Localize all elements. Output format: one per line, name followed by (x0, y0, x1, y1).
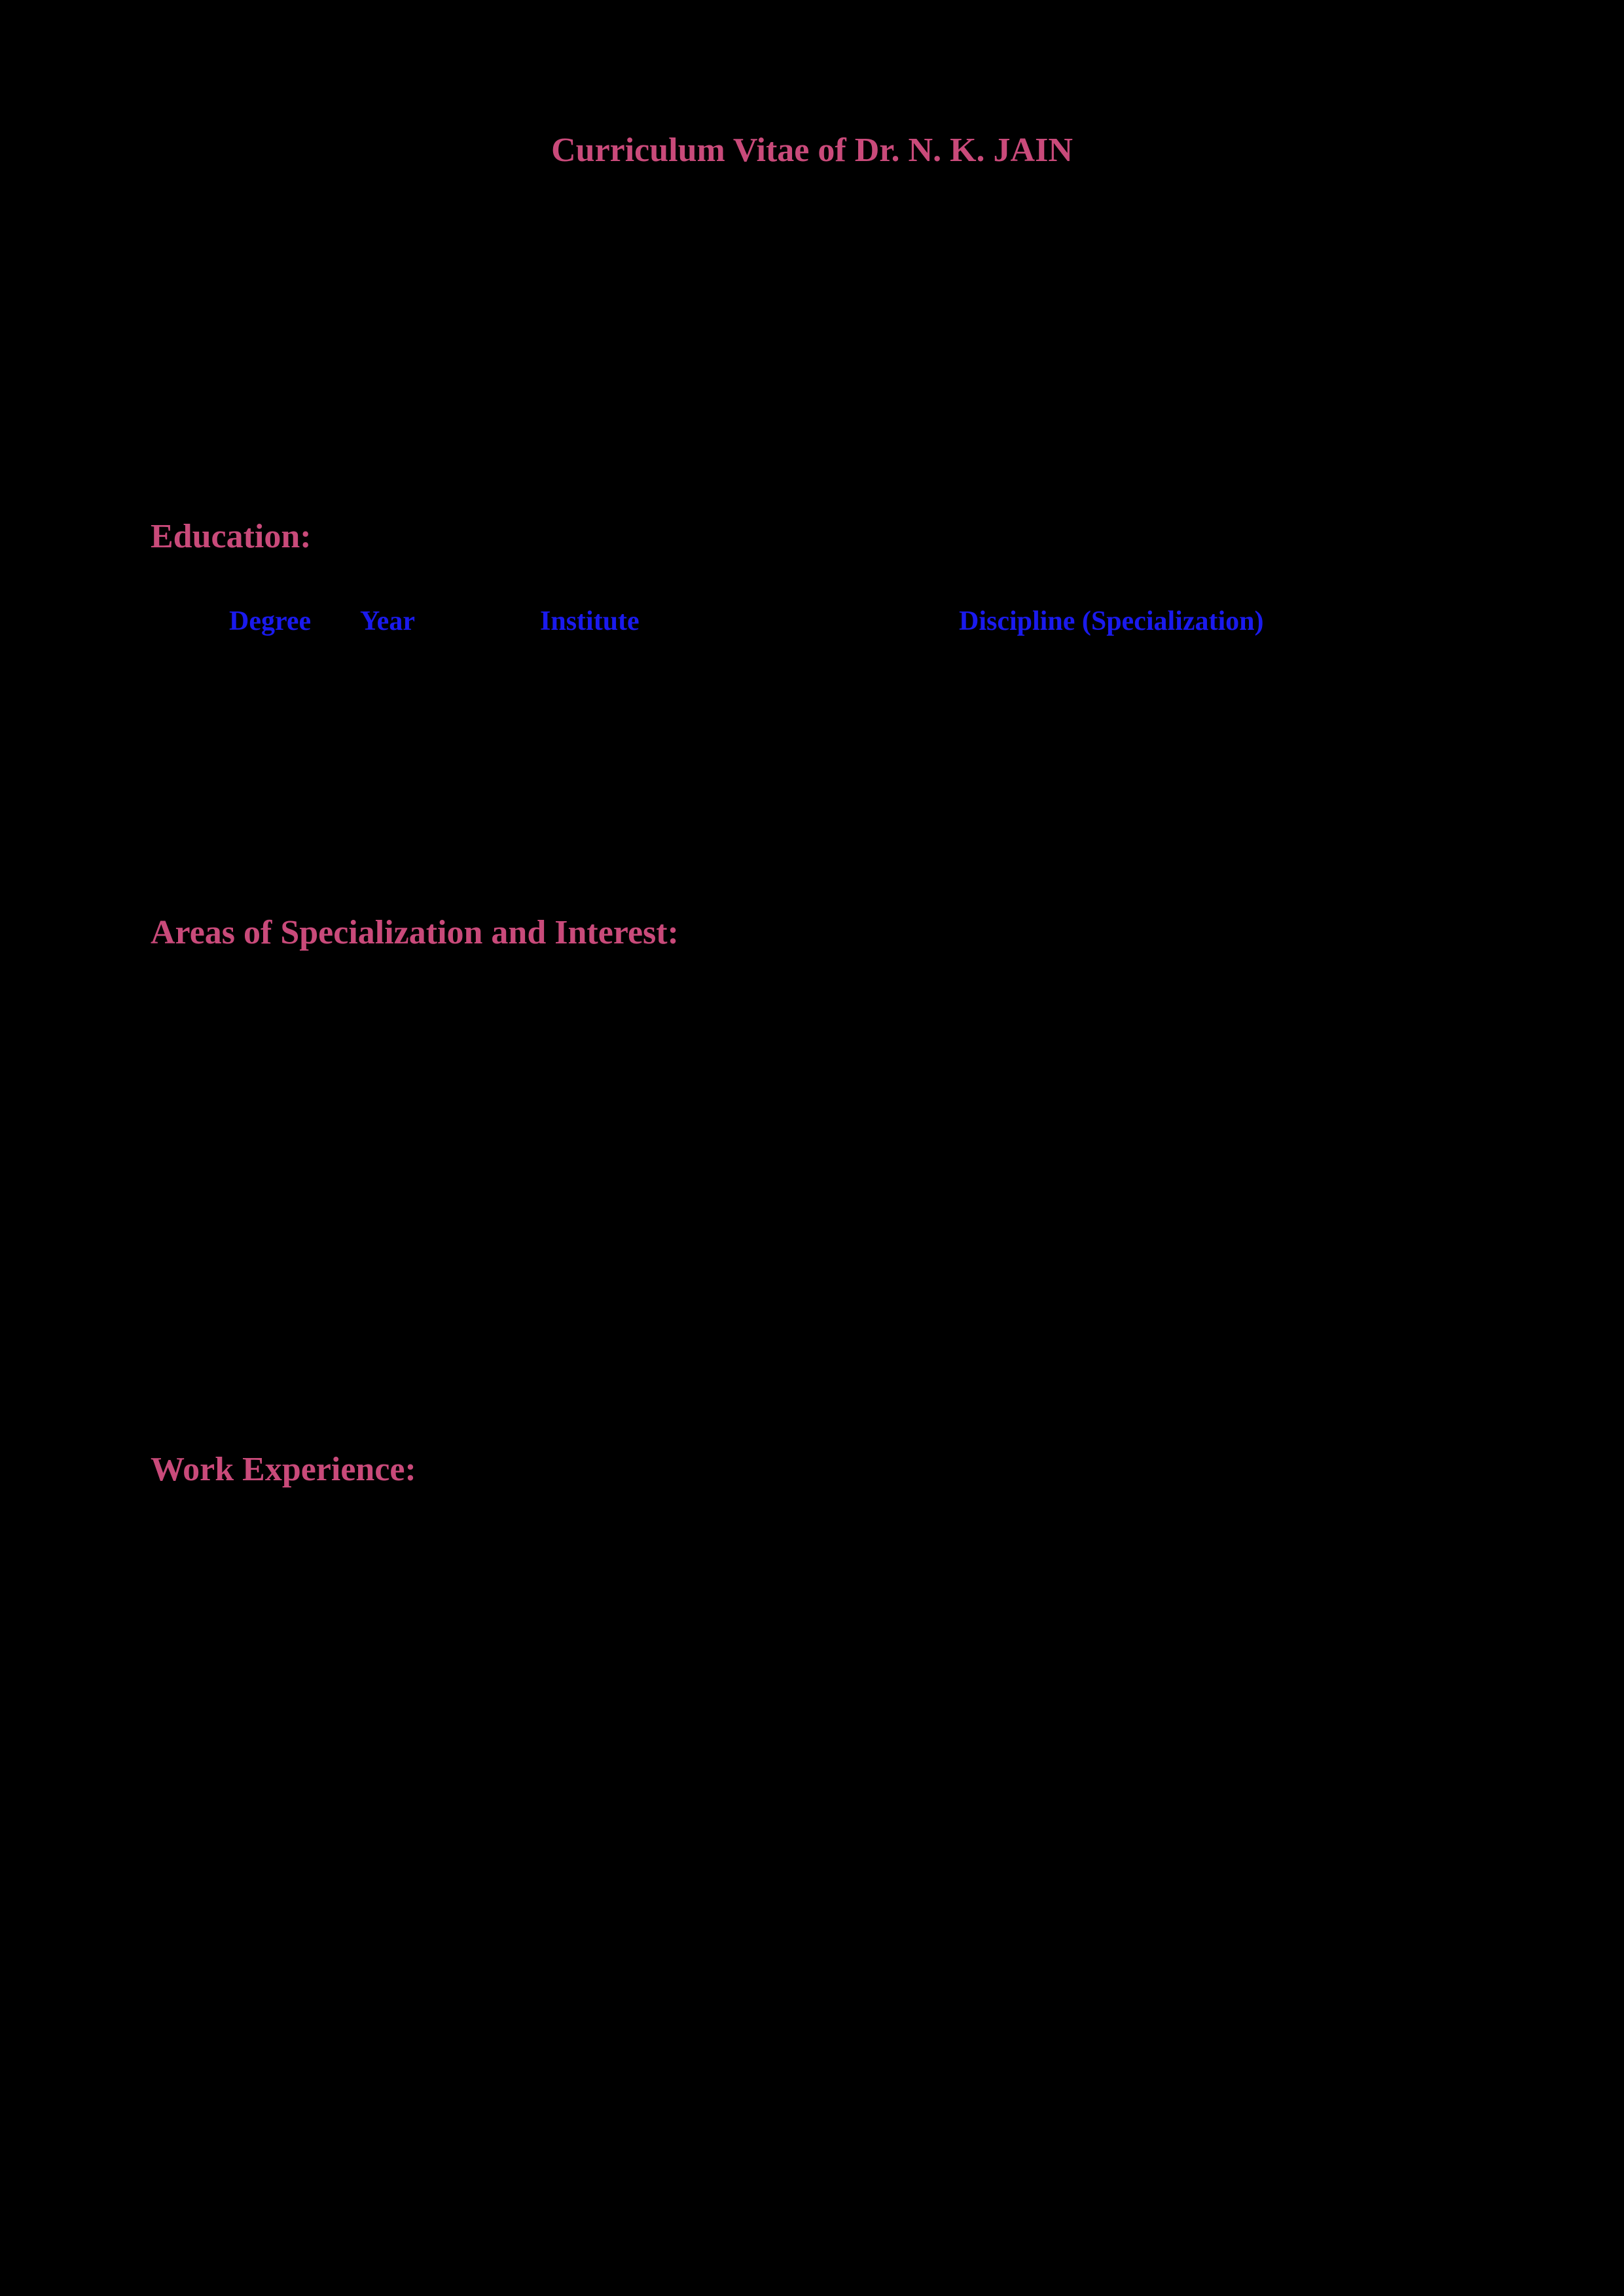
education-heading: Education: (151, 517, 312, 556)
specialization-heading: Areas of Specialization and Interest: (151, 913, 679, 952)
education-table-headers: Degree Year Institute Discipline (Specia… (229, 606, 1473, 637)
work-experience-heading: Work Experience: (151, 1450, 416, 1489)
column-header-institute: Institute (540, 606, 959, 637)
page-title: Curriculum Vitae of Dr. N. K. JAIN (0, 131, 1624, 170)
column-header-degree: Degree (229, 606, 360, 637)
column-header-discipline: Discipline (Specialization) (959, 606, 1417, 637)
column-header-year: Year (360, 606, 540, 637)
